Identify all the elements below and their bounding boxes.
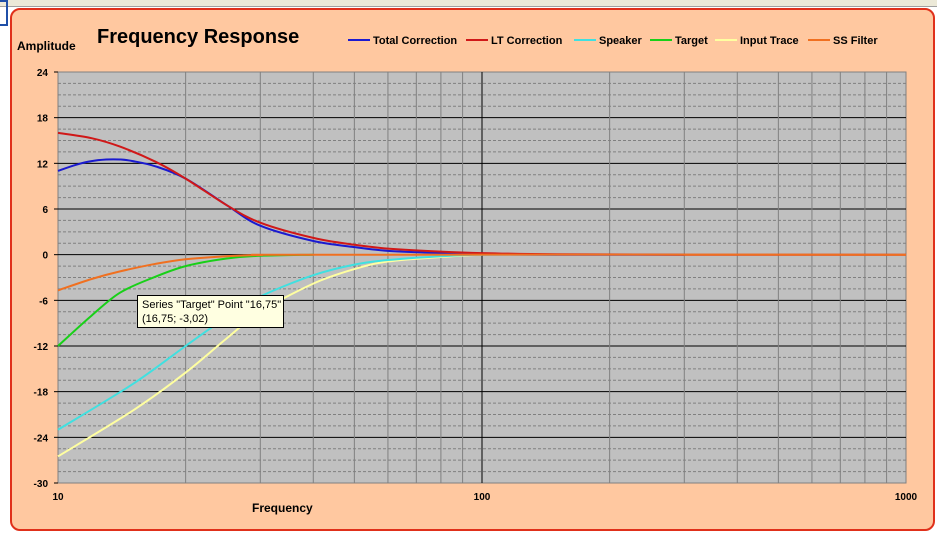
data-point-tooltip: Series "Target" Point "16,75" (16,75; -3… <box>137 295 284 328</box>
y-tick-label: -24 <box>34 433 49 444</box>
x-tick-label: 10 <box>52 492 64 503</box>
x-axis-title: Frequency <box>252 501 313 515</box>
legend-label-target: Target <box>675 35 708 47</box>
y-tick-labels: 24 18 12 6 0 -6 -12 -18 -24 -30 <box>34 68 58 490</box>
legend-label-speaker: Speaker <box>599 35 643 47</box>
y-tick-label: 12 <box>37 159 49 170</box>
x-tick-label: 100 <box>474 492 491 503</box>
y-tick-label: -30 <box>34 479 49 490</box>
legend-label-ss-filter: SS Filter <box>833 35 878 47</box>
spreadsheet-column-strip <box>0 0 937 7</box>
legend-label-lt-correction: LT Correction <box>491 35 563 47</box>
y-tick-label: 24 <box>37 68 49 79</box>
tooltip-line-1: Series "Target" Point "16,75" <box>142 299 282 311</box>
cell-selection-handle[interactable] <box>0 0 8 26</box>
y-tick-label: -6 <box>39 296 48 307</box>
series-line-ss-filter[interactable] <box>57 253 907 292</box>
y-axis-title: Amplitude <box>17 39 76 53</box>
y-tick-label: -18 <box>34 388 49 399</box>
legend-label-input-trace: Input Trace <box>740 35 799 47</box>
y-tick-label: 18 <box>37 114 49 125</box>
x-tick-labels: 10 100 1000 <box>52 492 917 503</box>
gridlines <box>58 72 906 483</box>
tooltip-line-2: (16,75; -3,02) <box>142 313 209 325</box>
chart-title: Frequency Response <box>97 26 299 48</box>
legend[interactable]: Total Correction LT Correction Speaker Targ… <box>348 35 878 47</box>
legend-label-total-correction: Total Correction <box>373 35 457 47</box>
y-tick-label: 0 <box>42 251 48 262</box>
y-tick-label: -12 <box>34 342 49 353</box>
x-tick-label: 1000 <box>895 492 918 503</box>
y-tick-label: 6 <box>42 205 48 216</box>
